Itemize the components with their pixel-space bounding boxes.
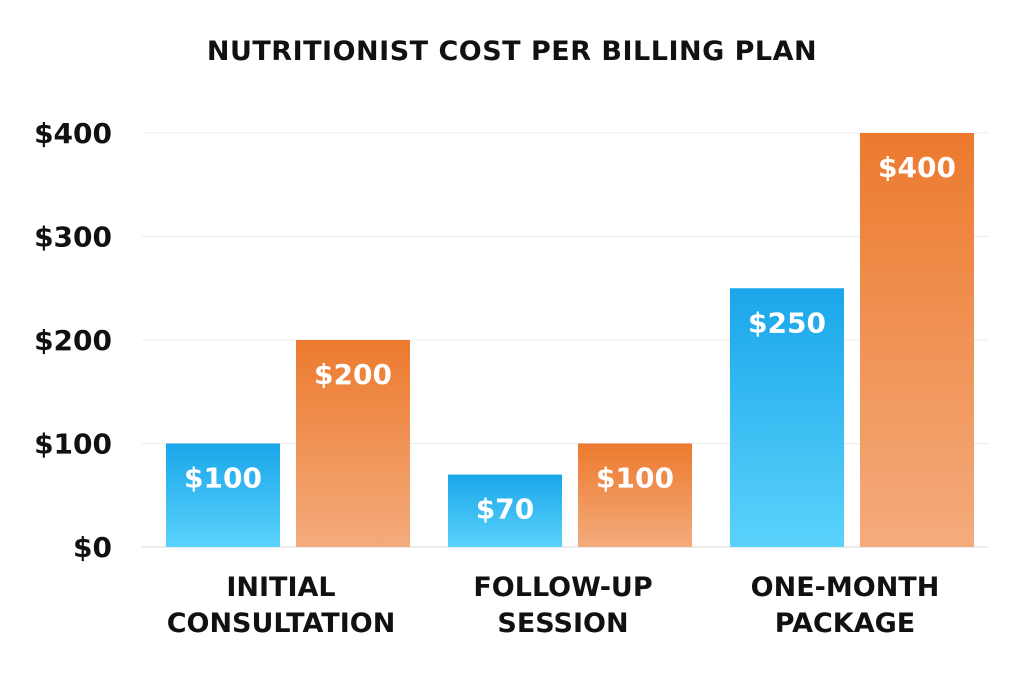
bar — [166, 443, 280, 547]
x-category-label: PACKAGE — [775, 608, 915, 639]
bar — [860, 133, 974, 547]
x-category-label: SESSION — [497, 608, 628, 639]
bar-value-label: $200 — [314, 358, 392, 391]
x-category-label: INITIAL — [226, 572, 335, 603]
bar — [448, 474, 562, 547]
y-tick-label: $300 — [34, 221, 112, 254]
bar-value-label: $250 — [748, 306, 826, 339]
y-tick-label: $100 — [34, 428, 112, 461]
y-tick-label: $200 — [34, 324, 112, 357]
bar-value-label: $400 — [878, 151, 956, 184]
bar — [730, 288, 844, 547]
bar — [296, 340, 410, 547]
chart-title: NUTRITIONIST COST PER BILLING PLAN — [206, 36, 818, 67]
bar-value-label: $100 — [184, 462, 262, 495]
y-tick-label: $0 — [73, 531, 112, 564]
y-tick-label: $400 — [34, 117, 112, 150]
x-category-label: ONE-MONTH — [751, 572, 940, 603]
bar-value-label: $100 — [596, 462, 674, 495]
bar — [578, 443, 692, 547]
x-axis: INITIAL CONSULTATION FOLLOW-UP SESSION ONE-M… — [167, 572, 940, 639]
x-category-label: CONSULTATION — [167, 608, 396, 639]
y-axis: $0 $100 $200 $300 $400 — [34, 117, 112, 564]
x-category-label: FOLLOW-UP — [473, 572, 652, 603]
bars: $100 $200 $70 $100 $250 $400 — [166, 133, 974, 547]
gridlines — [142, 132, 988, 548]
bar-value-label: $70 — [476, 493, 534, 526]
